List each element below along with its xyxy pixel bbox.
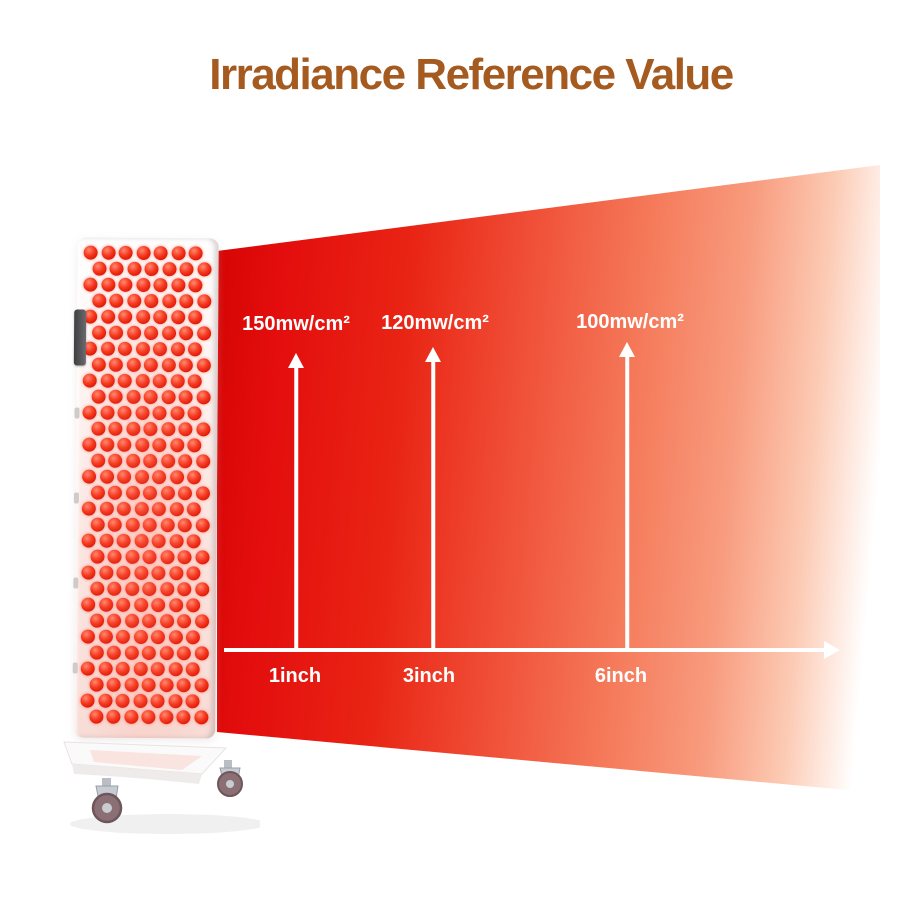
device-stand [63,741,260,834]
panel-side-button [73,577,79,589]
light-beam-gradient [217,165,880,793]
caster-hub-right [226,780,234,788]
caster-stem-left [102,778,111,787]
caster-stem-right [224,760,232,769]
caster-hub-left [102,803,112,813]
panel-side-button [72,662,78,674]
irradiance-label: 120mw/cm² [381,312,489,334]
stand-base-tint [90,750,202,770]
irradiance-label: 150mw/cm² [242,313,350,335]
up-arrow-shaft [431,362,435,648]
stand-base-front [72,764,202,784]
panel-display [73,309,87,366]
up-arrow-head-icon [425,347,441,362]
irradiance-label: 100mw/cm² [576,311,684,333]
panel-side-button [73,492,79,504]
axis-arrow-head-icon [824,641,840,659]
page-title: Irradiance Reference Value [209,50,734,99]
up-arrow-head-icon [288,353,304,368]
up-arrow-shaft [294,368,298,648]
device-panel [72,237,219,739]
up-arrow-head-icon [619,342,635,357]
distance-axis-line [224,648,824,652]
panel-glow [74,237,219,739]
distance-label: 3inch [402,665,456,687]
panel-side-button [74,407,80,419]
distance-label: 6inch [594,665,648,687]
up-arrow-shaft [625,357,629,648]
distance-label: 1inch [268,665,322,687]
